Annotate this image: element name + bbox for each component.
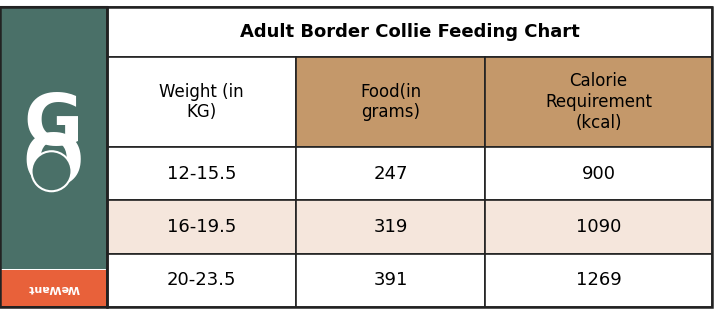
Bar: [107, 147, 296, 200]
Bar: [296, 57, 485, 147]
Circle shape: [31, 151, 71, 191]
Bar: [485, 57, 712, 147]
Bar: [107, 57, 296, 147]
Text: 12-15.5: 12-15.5: [167, 165, 236, 183]
Bar: [296, 147, 485, 200]
Bar: [296, 254, 485, 307]
Bar: [0, 7, 107, 307]
Bar: [107, 254, 296, 307]
Text: 319: 319: [373, 218, 408, 236]
Bar: [107, 200, 296, 254]
Text: 391: 391: [373, 271, 408, 289]
Text: 247: 247: [373, 165, 408, 183]
Bar: [485, 254, 712, 307]
Text: Calorie
Requirement
(kcal): Calorie Requirement (kcal): [545, 72, 652, 132]
Text: G: G: [24, 91, 84, 160]
Bar: [1, 270, 106, 306]
Bar: [107, 7, 712, 57]
Text: Weight (in
KG): Weight (in KG): [159, 83, 244, 121]
Bar: [296, 200, 485, 254]
Text: 900: 900: [582, 165, 615, 183]
Text: Adult Border Collie Feeding Chart: Adult Border Collie Feeding Chart: [240, 23, 579, 41]
Bar: [485, 147, 712, 200]
Text: 1269: 1269: [575, 271, 621, 289]
Text: 1090: 1090: [576, 218, 621, 236]
Text: 16-19.5: 16-19.5: [167, 218, 236, 236]
Bar: [485, 200, 712, 254]
Text: WeWant: WeWant: [28, 283, 79, 293]
Text: 20-23.5: 20-23.5: [167, 271, 236, 289]
Bar: [107, 7, 712, 307]
Bar: [1, 7, 106, 269]
Text: Food(in
grams): Food(in grams): [360, 83, 421, 121]
Text: O: O: [23, 131, 84, 200]
Bar: [0, 7, 107, 307]
